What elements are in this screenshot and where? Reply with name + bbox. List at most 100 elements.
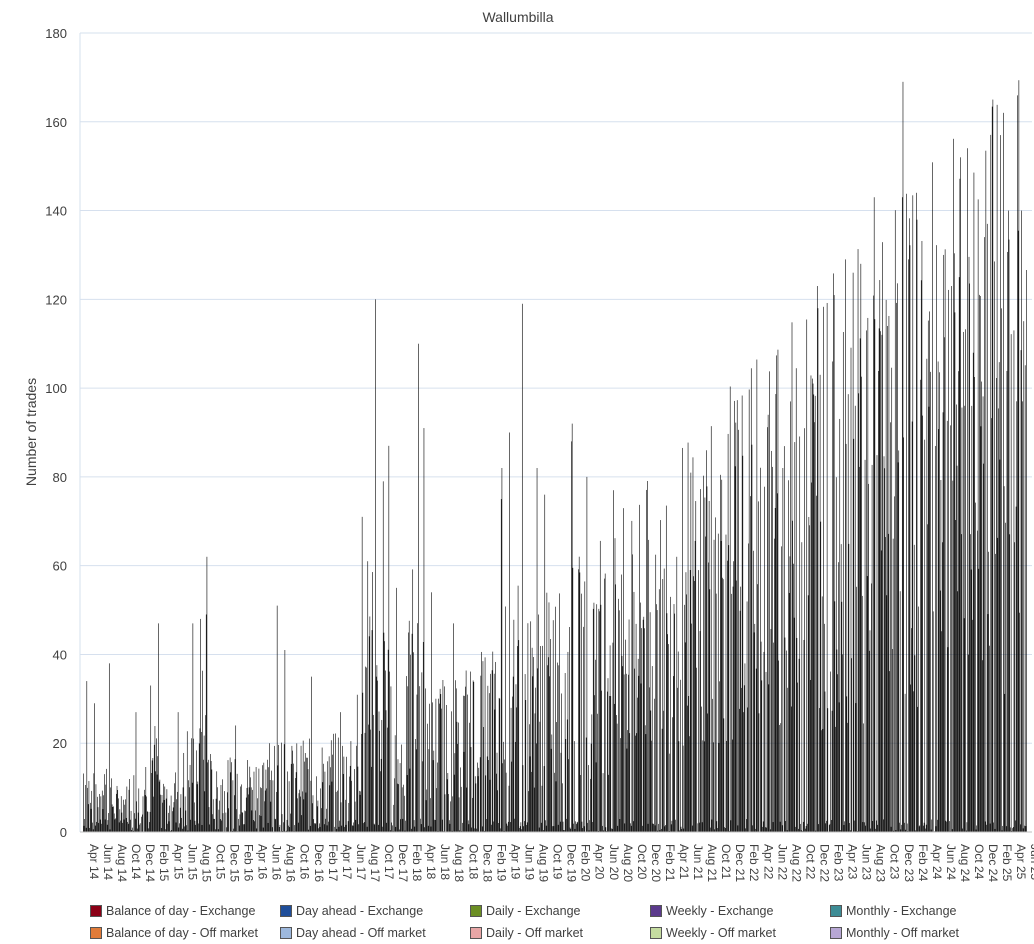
bar: [344, 799, 346, 832]
bar: [1019, 612, 1020, 832]
bar: [750, 496, 751, 832]
bar: [880, 550, 882, 832]
bar: [363, 822, 365, 832]
bar: [745, 828, 746, 832]
bar: [909, 245, 911, 832]
bar: [898, 450, 900, 832]
bar: [1022, 401, 1023, 832]
x-tick-label: Jun 24: [944, 844, 958, 880]
bar: [156, 774, 158, 832]
bar: [922, 415, 923, 832]
bar: [820, 521, 822, 832]
bar: [834, 601, 836, 832]
bar: [234, 759, 236, 832]
bar: [382, 481, 384, 832]
bar: [422, 761, 423, 832]
bar: [490, 673, 491, 832]
bar: [505, 606, 506, 832]
bar: [620, 738, 621, 832]
bar: [375, 299, 376, 833]
bar: [208, 759, 209, 832]
bar: [215, 829, 216, 832]
bar: [166, 789, 168, 832]
bar: [352, 825, 353, 832]
bar: [484, 830, 485, 832]
bar: [151, 760, 153, 832]
bar: [513, 619, 515, 832]
bar: [119, 809, 121, 832]
bar: [272, 780, 274, 832]
bar: [977, 530, 978, 832]
bar: [815, 830, 817, 832]
bar: [519, 827, 520, 832]
bar: [455, 688, 457, 832]
bar: [527, 623, 529, 832]
bar: [847, 722, 848, 832]
bar: [343, 756, 345, 832]
bar: [184, 826, 185, 832]
bar: [330, 740, 332, 832]
bar: [401, 787, 403, 832]
y-tick-label: 0: [60, 825, 67, 840]
bar: [901, 824, 902, 832]
bar: [363, 823, 364, 832]
bar: [767, 414, 769, 832]
bar: [551, 734, 553, 832]
bar: [564, 830, 565, 832]
bar: [283, 744, 285, 832]
bar: [955, 520, 956, 832]
bar: [158, 623, 159, 832]
bar: [375, 676, 377, 832]
bar: [1020, 350, 1022, 832]
bar: [147, 811, 149, 832]
bar: [406, 676, 407, 832]
bar: [873, 197, 875, 833]
bar: [378, 711, 380, 832]
bar: [388, 445, 390, 832]
bar: [338, 826, 340, 832]
bar: [628, 619, 630, 832]
x-tick-label: Feb 25: [1000, 844, 1014, 882]
bar: [397, 759, 399, 832]
bar: [520, 822, 522, 832]
bar: [434, 819, 436, 832]
bar: [660, 520, 661, 832]
bar: [889, 671, 890, 832]
bar: [748, 543, 749, 832]
bar: [502, 763, 503, 832]
bar: [340, 802, 342, 832]
legend-swatch: [830, 905, 842, 917]
bar: [470, 671, 471, 832]
bar: [309, 738, 310, 832]
bar: [1022, 828, 1024, 832]
bar: [472, 680, 474, 832]
bar: [320, 788, 321, 832]
bar: [665, 825, 666, 832]
bar: [757, 501, 759, 832]
bar: [923, 822, 925, 832]
bar: [304, 761, 305, 832]
bar: [783, 446, 785, 832]
bar: [561, 693, 562, 832]
bar: [738, 429, 739, 832]
bar: [702, 740, 704, 832]
bar: [401, 744, 402, 832]
bar: [747, 707, 749, 832]
bar: [255, 810, 256, 832]
bar: [372, 572, 373, 832]
bar: [189, 787, 190, 832]
x-tick-label: Aug 16: [284, 844, 298, 882]
bar: [634, 668, 635, 832]
bar: [234, 795, 235, 832]
bar: [979, 296, 981, 832]
x-tick-label: Dec 14: [143, 844, 157, 882]
x-tick-label: Apr 14: [87, 844, 101, 880]
bar: [798, 828, 799, 832]
bar: [602, 773, 604, 832]
bar: [696, 667, 697, 832]
bar: [727, 433, 729, 832]
bar: [1003, 486, 1005, 832]
bar: [649, 612, 651, 832]
bar: [991, 106, 993, 832]
bar: [549, 676, 550, 832]
